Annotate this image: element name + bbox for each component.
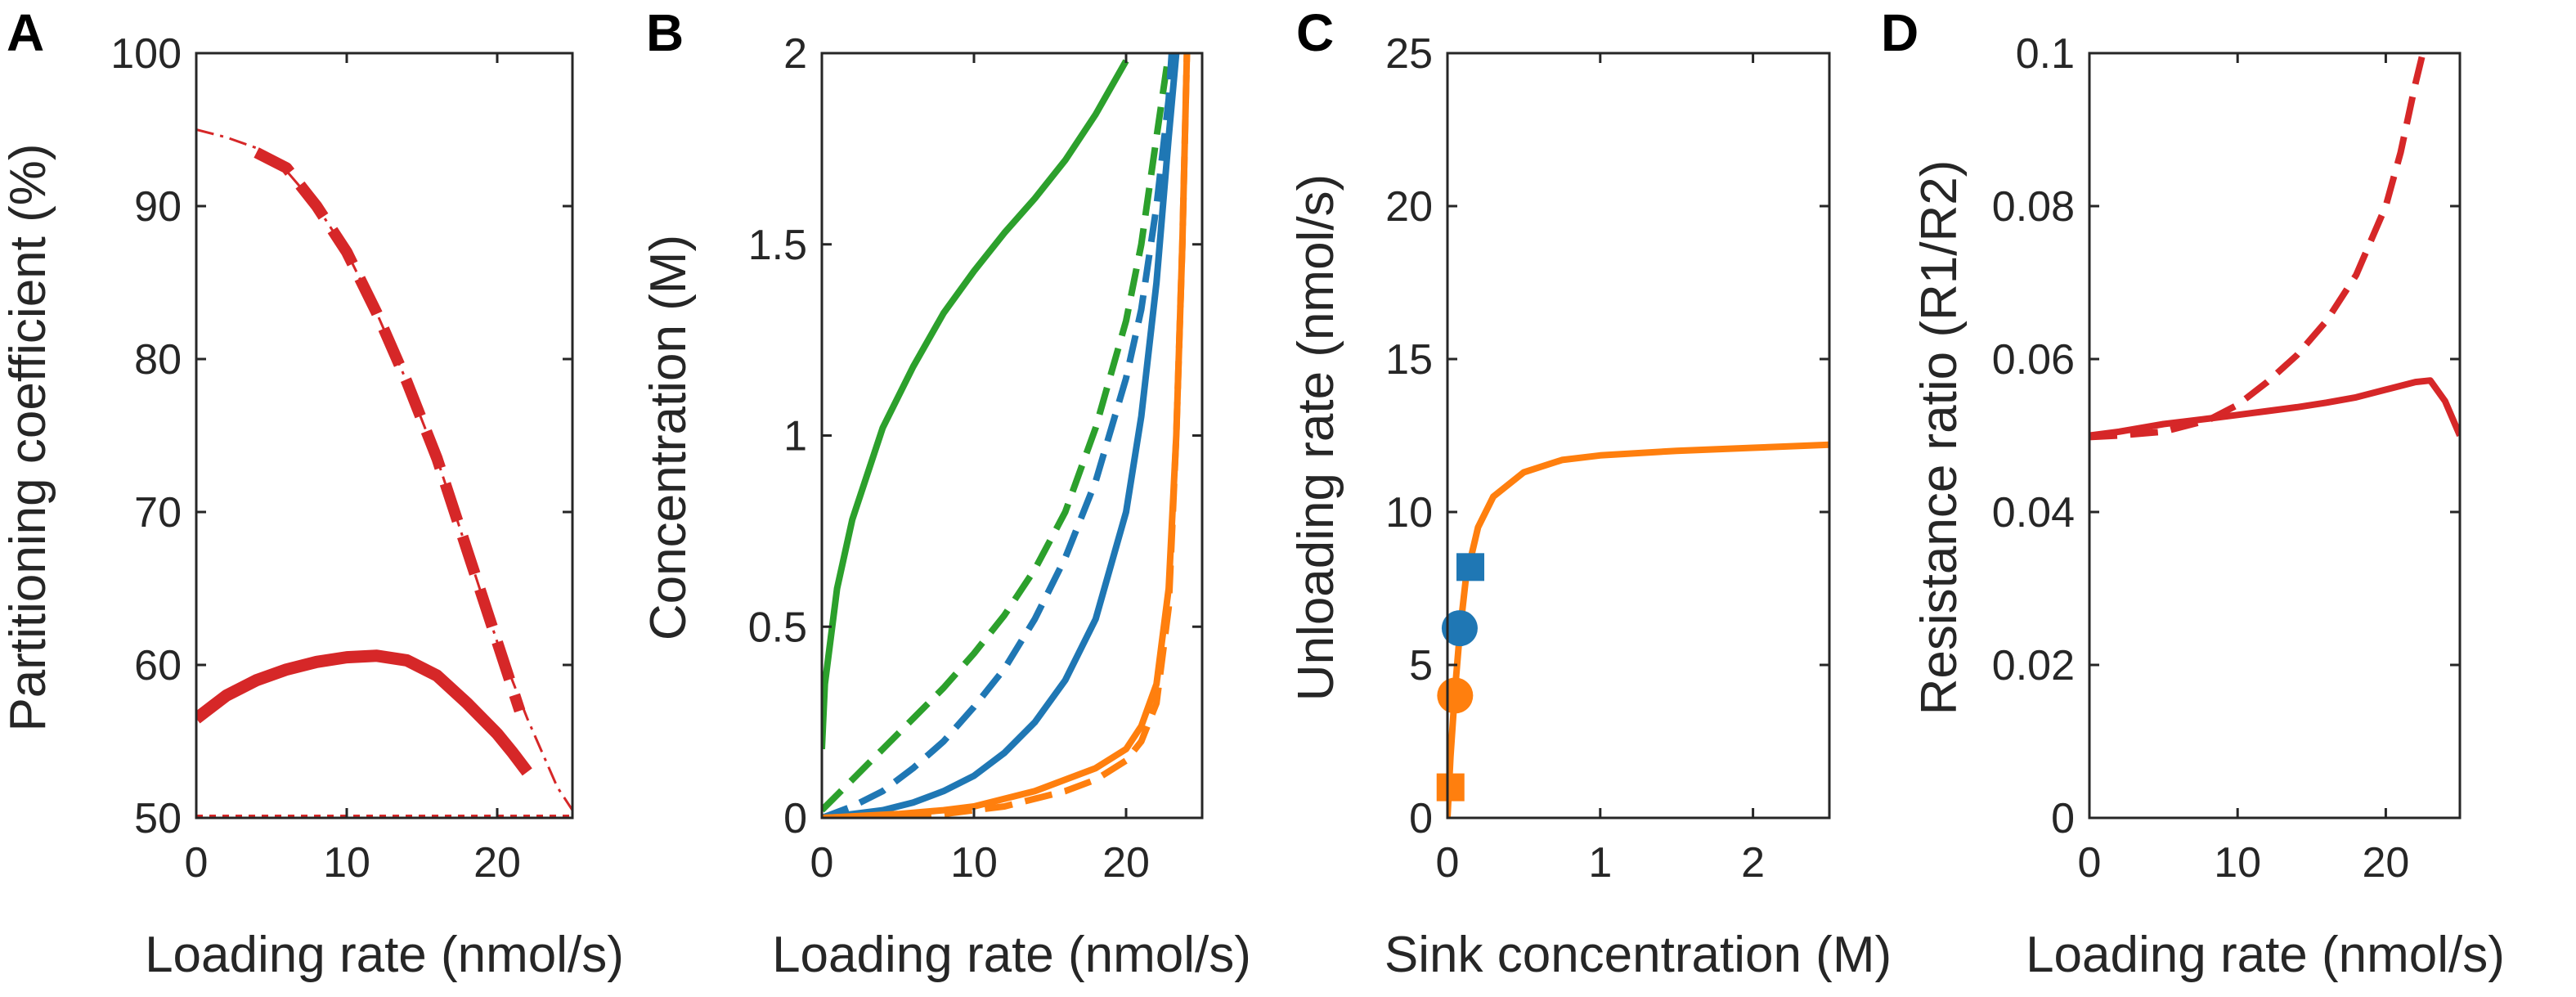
- panel-b-xtick-label: 20: [1102, 839, 1150, 887]
- panel-c-xtick-label: 2: [1741, 839, 1765, 887]
- panel-b-series-blue-solid: [822, 53, 1180, 818]
- panel-b-xtick-label: 10: [950, 839, 998, 887]
- panel-c-series-orange-curve: [1447, 441, 1829, 818]
- panel-c-xtick-label: 1: [1588, 839, 1612, 887]
- panel-b-letter: B: [646, 3, 684, 62]
- panel-a-ytick-label: 90: [134, 183, 182, 231]
- panel-b-xtick-label: 0: [810, 839, 834, 887]
- panel-b-ytick-label: 1.5: [748, 222, 807, 269]
- panel-a: A 0 10 20 50 60 70 80 90 100 Partitioning coeffi…: [0, 3, 624, 983]
- panel-d-xtick-label: 20: [2362, 839, 2409, 887]
- panel-b-series-green-dashed: [822, 53, 1173, 813]
- panel-d-xlabel: Loading rate (nmol/s): [2026, 927, 2505, 983]
- panel-d-axes-box: [2088, 52, 2462, 820]
- panel-a-gridless-axes: 0 10 20 50 60 70 80 90 100: [110, 30, 574, 887]
- panel-c-ytick-label: 20: [1385, 183, 1433, 231]
- panel-c-axes-box: [1446, 52, 1831, 820]
- panel-d-series-solid: [2089, 377, 2460, 439]
- panel-c-ytick-label: 15: [1385, 336, 1433, 384]
- panel-a-ylabel: Partitioning coefficient (%): [0, 143, 56, 731]
- panel-c-ytick-label: 10: [1385, 489, 1433, 537]
- panel-c-xtick-label: 0: [1436, 839, 1460, 887]
- panel-c-letter: C: [1296, 3, 1334, 62]
- panel-d-ytick-label: 0.08: [1992, 183, 2075, 231]
- panel-a-ytick-label: 50: [134, 795, 182, 842]
- panel-c-ytick-label: 25: [1385, 30, 1433, 78]
- panel-c-ytick-label: 0: [1409, 795, 1433, 842]
- panel-a-series-solid: [196, 649, 532, 776]
- panel-a-letter: A: [7, 3, 44, 62]
- panel-d-letter: D: [1881, 3, 1919, 62]
- panel-c-xlabel: Sink concentration (M): [1384, 927, 1892, 983]
- panel-a-ytick-label: 70: [134, 489, 182, 537]
- panel-c-plot-area: [1447, 441, 1829, 818]
- panel-a-xlabel: Loading rate (nmol/s): [145, 927, 624, 983]
- panel-d-ytick-label: 0.1: [2016, 30, 2075, 78]
- panel-a-xtick-label: 0: [185, 839, 209, 887]
- panel-a-axes-box: [195, 52, 574, 820]
- panel-d-xtick-label: 10: [2214, 839, 2261, 887]
- panel-b-plot-area: [822, 53, 1191, 818]
- panel-a-xtick-label: 20: [473, 839, 521, 887]
- panel-b-ytick-label: 0: [783, 795, 807, 842]
- panel-a-series-thick-dashed: [254, 147, 526, 713]
- panel-b-series-blue-dashed: [822, 53, 1175, 818]
- panel-d-ytick-label: 0: [2051, 795, 2075, 842]
- panel-b-axes: 0 10 20 0 0.5 1 1.5 2: [748, 30, 1204, 887]
- panel-c-marker-blue-square: [1456, 553, 1485, 582]
- panel-a-ytick-label: 80: [134, 336, 182, 384]
- panel-c-marker-orange-circle: [1437, 677, 1474, 714]
- panel-b: B 0 10 20 0 0.5 1 1.5 2 Concentration (M) Loadi…: [640, 3, 1251, 983]
- panel-d-xtick-label: 0: [2078, 839, 2102, 887]
- panel-a-xtick-label: 10: [323, 839, 370, 887]
- panel-c-ylabel: Unloading rate (nmol/s): [1288, 174, 1344, 701]
- panel-d-plot-area: [2089, 53, 2460, 441]
- panel-a-plot-area: [196, 128, 572, 818]
- panel-a-ytick-label: 100: [110, 30, 182, 78]
- panel-b-series-green-solid: [822, 59, 1129, 750]
- panel-b-series-orange-dashed: [822, 53, 1191, 818]
- panel-d-ytick-label: 0.04: [1992, 489, 2075, 537]
- panel-d-axes: 0 10 20 0 0.02 0.04 0.06 0.08 0.1: [1992, 30, 2462, 887]
- panel-c-marker-blue-circle: [1441, 610, 1478, 647]
- panel-b-xlabel: Loading rate (nmol/s): [772, 927, 1251, 983]
- panel-d-series-dashed: [2089, 53, 2426, 441]
- panel-b-ytick-label: 2: [783, 30, 807, 78]
- panel-a-ytick-label: 60: [134, 642, 182, 689]
- panel-d-ytick-label: 0.06: [1992, 336, 2075, 384]
- panel-b-ytick-label: 1: [783, 413, 807, 460]
- panel-b-series-orange-solid: [822, 53, 1191, 818]
- panel-d: D 0 10 20 0 0.02 0.04 0.06 0.08 0.1 Resistance r…: [1881, 3, 2505, 983]
- panel-c-marker-orange-square: [1436, 773, 1465, 802]
- panel-b-ylabel: Concentration (M): [640, 235, 697, 640]
- panel-d-ytick-label: 0.02: [1992, 642, 2075, 689]
- panel-a-series-thin-dash-dot: [196, 128, 572, 811]
- panel-b-ytick-label: 0.5: [748, 604, 807, 651]
- panel-d-ylabel: Resistance ratio (R1/R2): [1911, 160, 1968, 716]
- panel-c-ytick-label: 5: [1409, 642, 1433, 689]
